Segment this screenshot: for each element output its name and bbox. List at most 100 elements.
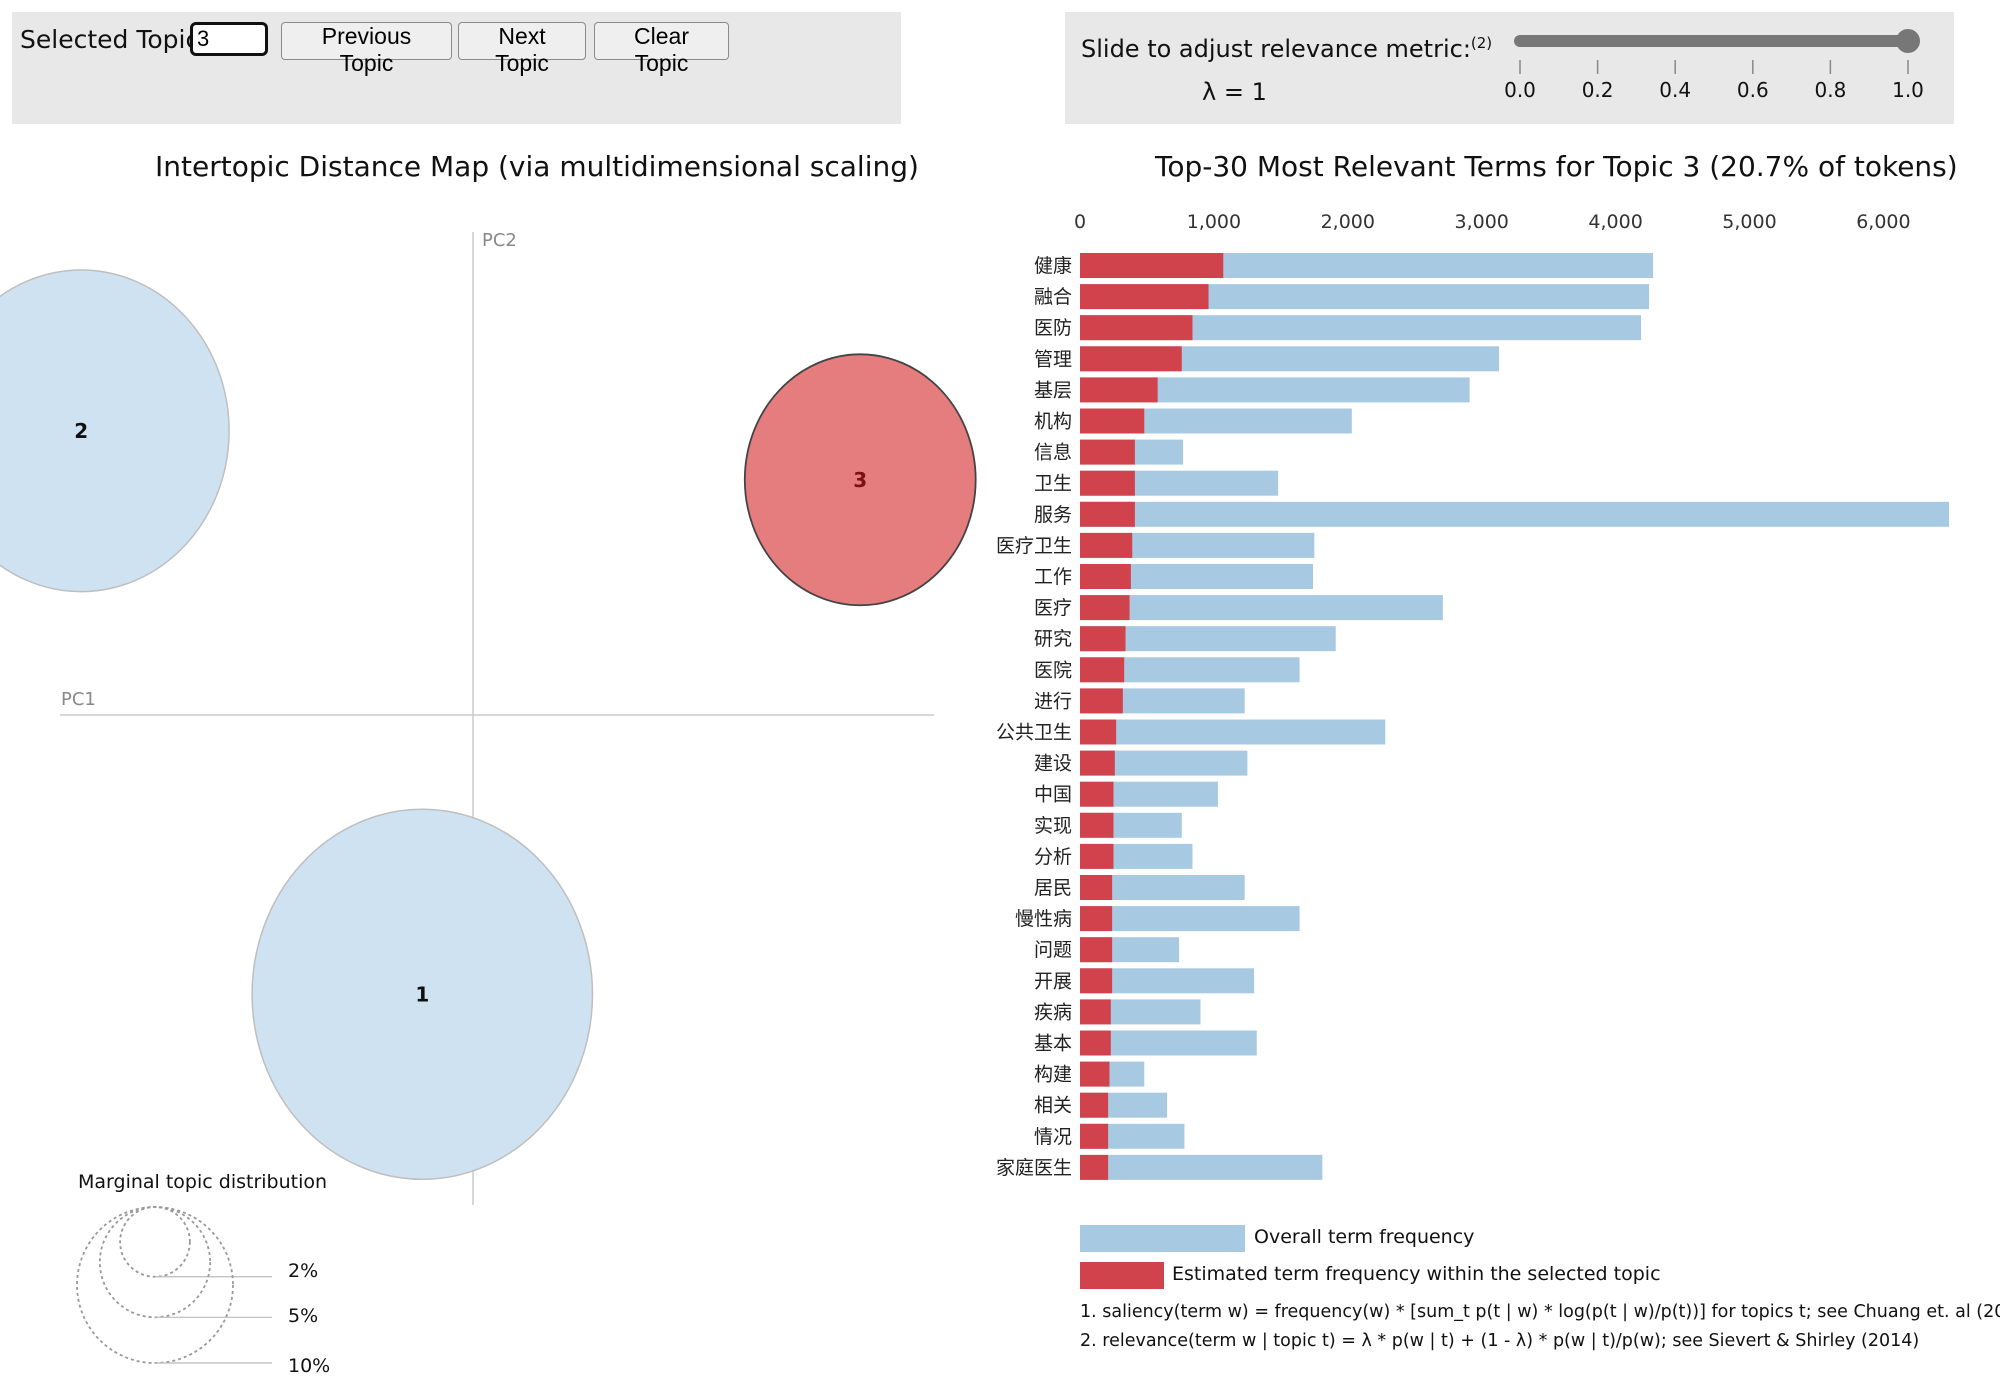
term-label[interactable]: 服务	[1034, 504, 1072, 526]
relevance-slider[interactable]: 0.0 0.2 0.4 0.6 0.8 1.0	[1504, 29, 1924, 102]
bar-estimated[interactable]	[1080, 719, 1117, 745]
bar-estimated[interactable]	[1080, 470, 1135, 496]
bar-overall[interactable]	[1080, 719, 1386, 745]
bar-estimated[interactable]	[1080, 408, 1145, 434]
term-label[interactable]: 工作	[1034, 566, 1072, 588]
bar-estimated[interactable]	[1080, 315, 1193, 341]
term-label[interactable]: 构建	[1034, 1064, 1072, 1086]
term-label[interactable]: 卫生	[1034, 473, 1072, 495]
bar-estimated[interactable]	[1080, 501, 1135, 527]
footnote-saliency: 1. saliency(term w) = frequency(w) * [su…	[1080, 1302, 2000, 1322]
bar-estimated[interactable]	[1080, 595, 1130, 621]
bar-estimated[interactable]	[1080, 346, 1182, 372]
term-label[interactable]: 医院	[1034, 659, 1072, 681]
bar-overall[interactable]	[1080, 906, 1300, 932]
term-label[interactable]: 医疗卫生	[996, 535, 1072, 557]
bar-estimated[interactable]	[1080, 906, 1113, 932]
bar-estimated[interactable]	[1080, 688, 1123, 714]
footnote-relevance: 2. relevance(term w | topic t) = λ * p(w…	[1080, 1331, 1920, 1351]
previous-topic-button[interactable]: Previous Topic	[281, 22, 452, 76]
bar-estimated[interactable]	[1080, 1061, 1110, 1087]
marginal-circle	[76, 1206, 234, 1364]
bar-overall[interactable]	[1080, 501, 1950, 527]
topic-circle-1[interactable]	[251, 808, 594, 1181]
term-label[interactable]: 医防	[1034, 317, 1072, 339]
marginal-title: Marginal topic distribution	[78, 1171, 327, 1193]
next-topic-button[interactable]: Next Topic	[458, 22, 586, 76]
topic-control-panel: Selected Topic: Previous Topic Next Topi…	[12, 12, 901, 124]
legend-overall-swatch	[1080, 1225, 1245, 1252]
bar-overall[interactable]	[1080, 1154, 1323, 1180]
x-tick-label: 1,000	[1187, 211, 1241, 233]
term-label[interactable]: 中国	[1034, 784, 1072, 806]
bar-estimated[interactable]	[1080, 377, 1158, 403]
bar-estimated[interactable]	[1080, 1154, 1109, 1180]
slider-tick-label: 0.0	[1504, 78, 1536, 102]
slider-handle[interactable]	[1896, 29, 1920, 53]
bar-estimated[interactable]	[1080, 284, 1209, 310]
bar-estimated[interactable]	[1080, 812, 1114, 838]
x-tick-label: 6,000	[1856, 211, 1910, 233]
bar-estimated[interactable]	[1080, 999, 1111, 1025]
term-label[interactable]: 居民	[1034, 877, 1072, 899]
term-label[interactable]: 进行	[1034, 690, 1072, 712]
term-label[interactable]: 健康	[1034, 255, 1072, 277]
selected-topic-input[interactable]	[190, 22, 268, 56]
term-label[interactable]: 开展	[1034, 970, 1072, 992]
clear-topic-button[interactable]: Clear Topic	[594, 22, 729, 76]
x-tick-label: 2,000	[1321, 211, 1375, 233]
term-label[interactable]: 分析	[1034, 846, 1072, 868]
bar-chart-title: Top-30 Most Relevant Terms for Topic 3 (…	[1155, 150, 1958, 183]
term-label[interactable]: 管理	[1034, 348, 1072, 370]
distance-map-title: Intertopic Distance Map (via multidimens…	[155, 150, 919, 183]
term-label[interactable]: 信息	[1034, 442, 1072, 464]
topic-circle-2[interactable]	[0, 269, 230, 593]
term-label[interactable]: 建设	[1034, 753, 1072, 775]
topic-circle-3[interactable]	[743, 353, 977, 607]
marginal-topic-distribution: Marginal topic distribution 2% 5% 10%	[76, 1171, 330, 1377]
bar-estimated[interactable]	[1080, 875, 1113, 900]
bar-estimated[interactable]	[1080, 968, 1113, 994]
topic-label-2: 2	[74, 419, 88, 443]
bar-estimated[interactable]	[1080, 781, 1114, 807]
bar-overall[interactable]	[1080, 595, 1443, 621]
marginal-circle	[98, 1206, 212, 1319]
term-label[interactable]: 慢性病	[1015, 908, 1072, 930]
bar-estimated[interactable]	[1080, 564, 1131, 589]
relevant-terms-bar-chart: 0 1,000 2,000 3,000 4,000 5,000 6,000 健康融合医防管理基…	[996, 211, 1950, 1180]
term-label[interactable]: 机构	[1034, 411, 1072, 433]
x-tick-label: 4,000	[1588, 211, 1642, 233]
term-label[interactable]: 基本	[1034, 1033, 1072, 1055]
marginal-level-label: 2%	[288, 1260, 318, 1282]
term-label[interactable]: 医疗	[1034, 597, 1072, 619]
pc2-label: PC2	[482, 230, 517, 251]
term-label[interactable]: 家庭医生	[996, 1157, 1072, 1179]
bar-estimated[interactable]	[1080, 1030, 1111, 1056]
bar-estimated[interactable]	[1080, 532, 1133, 558]
bar-estimated[interactable]	[1080, 439, 1135, 465]
bar-estimated[interactable]	[1080, 1123, 1109, 1149]
term-label[interactable]: 研究	[1034, 628, 1072, 650]
term-label[interactable]: 问题	[1034, 939, 1072, 961]
relevance-slider-panel: Slide to adjust relevance metric:(2) λ =…	[1065, 12, 1954, 124]
pc1-label: PC1	[61, 689, 96, 710]
x-tick-label: 0	[1074, 211, 1086, 233]
term-label[interactable]: 公共卫生	[996, 722, 1072, 744]
lambda-value: λ = 1	[1202, 78, 1267, 106]
bar-estimated[interactable]	[1080, 750, 1115, 776]
bar-estimated[interactable]	[1080, 657, 1125, 683]
term-label[interactable]: 融合	[1034, 286, 1072, 308]
bar-estimated[interactable]	[1080, 1092, 1109, 1118]
bar-estimated[interactable]	[1080, 937, 1113, 963]
bar-estimated[interactable]	[1080, 843, 1114, 869]
slider-footnote-ref: (2)	[1470, 34, 1493, 52]
term-label[interactable]: 实现	[1034, 815, 1072, 837]
x-tick-label: 3,000	[1454, 211, 1508, 233]
slider-tick-label: 0.2	[1582, 78, 1614, 102]
bar-estimated[interactable]	[1080, 626, 1126, 652]
term-label[interactable]: 相关	[1034, 1095, 1072, 1117]
term-label[interactable]: 疾病	[1034, 1001, 1072, 1023]
bar-estimated[interactable]	[1080, 253, 1224, 278]
term-label[interactable]: 基层	[1034, 379, 1072, 401]
term-label[interactable]: 情况	[1034, 1126, 1072, 1148]
